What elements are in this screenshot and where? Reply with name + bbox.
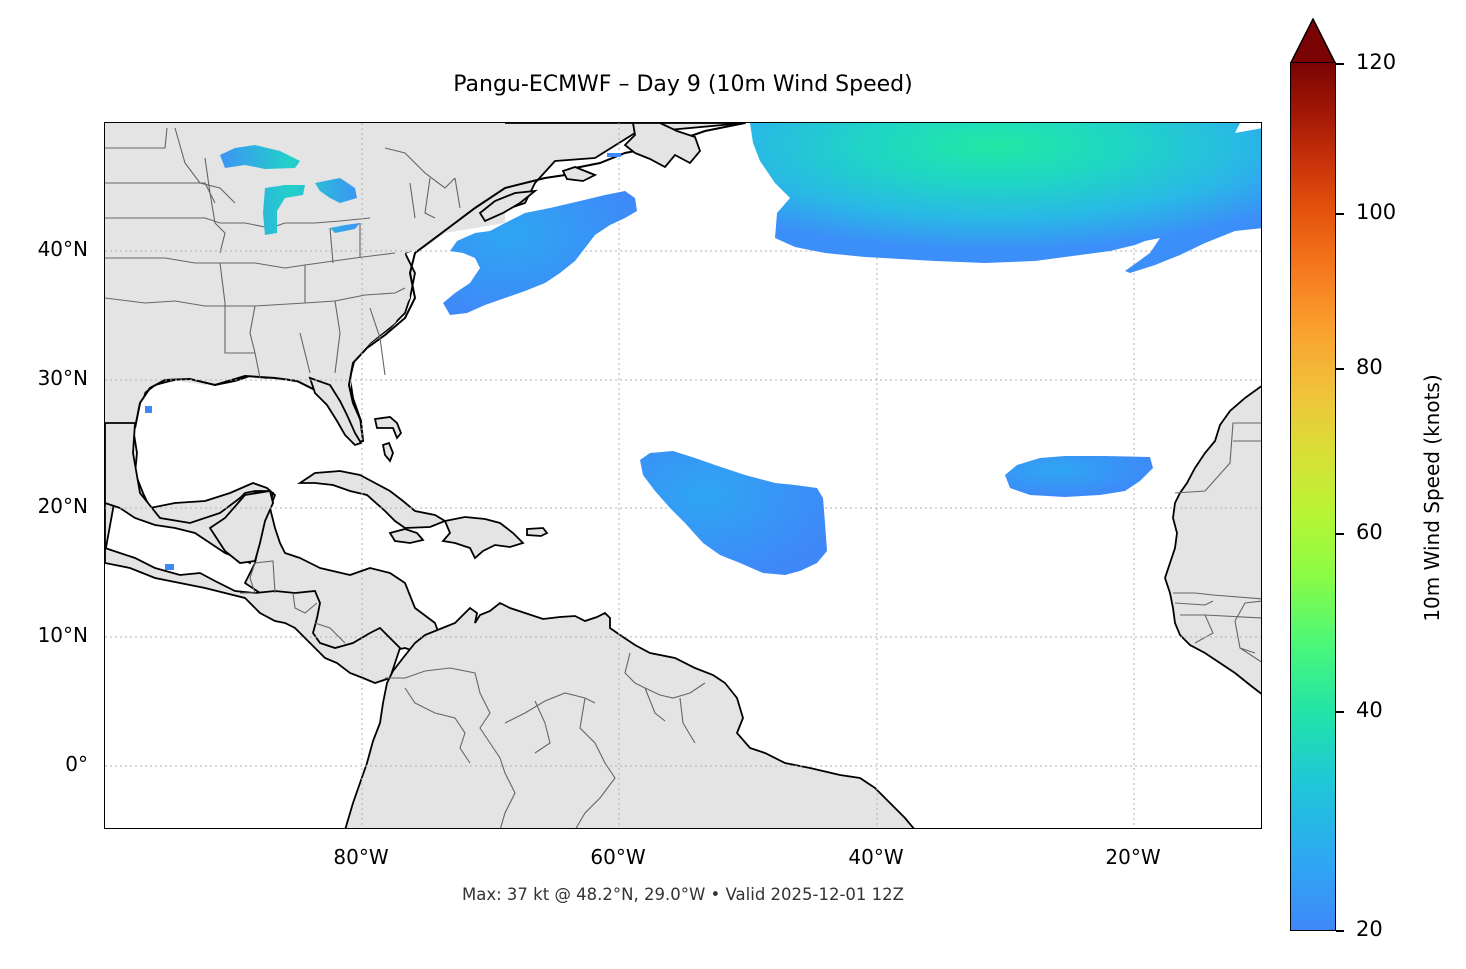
colorbar-extend-arrow-icon [1290, 18, 1336, 64]
land-yucatan [208, 489, 274, 564]
colorbar-title: 10m Wind Speed (knots) [1420, 374, 1444, 622]
land-jamaica [388, 528, 425, 544]
land-bahamas [373, 416, 403, 463]
wind-speck-pacific [165, 564, 174, 570]
land-hispaniola [441, 516, 525, 560]
colorbar-tick [1336, 368, 1344, 370]
colorbar-tick [1336, 213, 1344, 215]
state-borders [105, 127, 1261, 828]
lat-tick-30n: 30°N [37, 366, 88, 390]
land-south-america [344, 601, 915, 828]
lon-tick-60w: 60°W [590, 845, 646, 869]
lat-tick-20n: 20°N [37, 494, 88, 518]
lon-tick-80w: 80°W [333, 845, 389, 869]
land-central-america [105, 547, 402, 684]
colorbar-label-80: 80 [1356, 355, 1383, 379]
land-puerto-rico [526, 527, 549, 537]
map-title: Pangu-ECMWF – Day 9 (10m Wind Speed) [453, 72, 913, 97]
lat-tick-40n: 40°N [37, 237, 88, 261]
land-florida [308, 376, 363, 447]
wind-speck-gulf [145, 406, 152, 413]
colorbar-tick [1336, 533, 1344, 535]
wind-great-lakes [220, 145, 360, 235]
colorbar-label-120: 120 [1356, 50, 1397, 74]
lon-tick-40w: 40°W [848, 845, 904, 869]
colorbar-label-40: 40 [1356, 698, 1383, 722]
lon-tick-20w: 20°W [1105, 845, 1161, 869]
land-cuba [297, 470, 448, 529]
wind-field [145, 123, 1261, 575]
map-plot-area[interactable] [104, 122, 1262, 829]
land-pei [561, 166, 598, 182]
wind-subtropical-east [1005, 456, 1153, 497]
lat-tick-10n: 10°N [37, 623, 88, 647]
wind-subtropical-west [640, 451, 827, 575]
colorbar [1290, 62, 1336, 931]
wind-jet-band [750, 123, 1261, 273]
colorbar-tick [1336, 711, 1344, 713]
lat-tick-0: 0° [65, 752, 88, 776]
colorbar-label-60: 60 [1356, 520, 1383, 544]
land-africa [1164, 385, 1261, 695]
land-nova-scotia [478, 189, 538, 223]
wind-east-coast-lows [443, 191, 637, 315]
colorbar-tick [1336, 930, 1344, 932]
wind-speck-gulfstlawrence [607, 153, 621, 157]
colorbar-label-100: 100 [1356, 200, 1397, 224]
colorbar-label-20: 20 [1356, 917, 1383, 941]
map-canvas [105, 123, 1261, 828]
colorbar-tick [1336, 63, 1344, 65]
land-newfoundland [623, 123, 702, 169]
max-wind-annotation: Max: 37 kt @ 48.2°N, 29.0°W • Valid 2025… [462, 885, 904, 904]
